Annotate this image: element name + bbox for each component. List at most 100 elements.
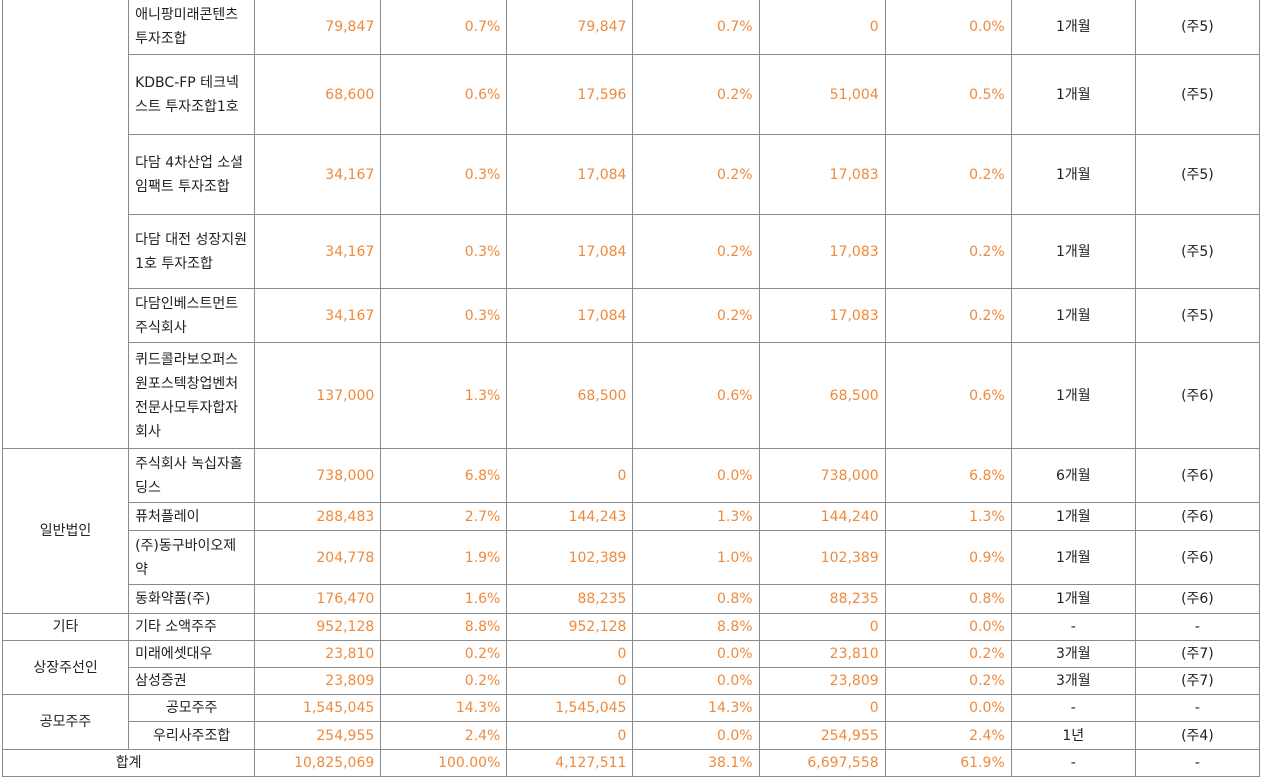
locked-shares: 0 <box>758 694 886 722</box>
total-before-pct: 100.00% <box>380 749 508 777</box>
listed-shares: 952,128 <box>506 613 634 641</box>
total-note: - <box>1134 749 1261 777</box>
listed-shares: 17,084 <box>506 288 634 343</box>
before-shares: 738,000 <box>254 448 382 503</box>
listed-pct: 0.0% <box>632 721 760 750</box>
table-row: 다담 대전 성장지원 1호 투자조합 34,167 0.3% 17,084 0.… <box>3 214 1261 289</box>
before-pct: 2.7% <box>380 502 508 531</box>
lockup-period: 1개월 <box>1010 342 1136 449</box>
before-shares: 952,128 <box>254 613 382 641</box>
locked-pct: 0.2% <box>884 667 1012 695</box>
listed-shares: 79,847 <box>506 0 634 55</box>
note: (주5) <box>1134 214 1261 289</box>
group-cell <box>1 0 130 449</box>
total-listed-pct: 38.1% <box>632 749 760 777</box>
listed-pct: 0.8% <box>632 584 760 614</box>
before-pct: 14.3% <box>380 694 508 722</box>
table-row: KDBC-FP 테크넥스트 투자조합1호 68,600 0.6% 17,596 … <box>3 54 1261 135</box>
before-shares: 137,000 <box>254 342 382 449</box>
listed-pct: 1.3% <box>632 502 760 531</box>
note: (주5) <box>1134 54 1261 135</box>
table-row: 일반법인 주식회사 녹십자홀딩스 738,000 6.8% 0 0.0% 738… <box>1 448 1261 614</box>
table-row: 상장주선인 미래에셋대우 23,810 0.2% 0 0.0% 23,810 0… <box>1 640 1261 695</box>
locked-pct: 0.0% <box>884 0 1012 55</box>
listed-pct: 0.2% <box>632 134 760 215</box>
listed-pct: 0.7% <box>632 0 760 55</box>
locked-shares: 0 <box>758 0 886 55</box>
locked-shares: 68,500 <box>758 342 886 449</box>
locked-shares: 738,000 <box>758 448 886 503</box>
before-pct: 2.4% <box>380 721 508 750</box>
table-row: 다담인베스트먼트 주식회사 34,167 0.3% 17,084 0.2% 17… <box>3 288 1261 343</box>
shareholder-name: 퓨처플레이 <box>128 502 256 531</box>
locked-shares: 23,810 <box>758 640 886 668</box>
lockup-period: 3개월 <box>1010 667 1136 695</box>
listed-shares: 17,596 <box>506 54 634 135</box>
group-label: 기타 <box>1 613 130 641</box>
table-row: 기타 기타 소액주주 952,128 8.8% 952,128 8.8% 0 0… <box>1 613 1261 641</box>
shareholder-name: 애니팡미래콘텐츠투자조합 <box>128 0 256 55</box>
table-row: 퓨처플레이 288,483 2.7% 144,243 1.3% 144,240 … <box>3 502 1261 531</box>
listed-pct: 8.8% <box>632 613 760 641</box>
table-row: 다담 4차산업 소셜임팩트 투자조합 34,167 0.3% 17,084 0.… <box>3 134 1261 215</box>
listed-pct: 0.0% <box>632 448 760 503</box>
locked-pct: 6.8% <box>884 448 1012 503</box>
total-before-shares: 10,825,069 <box>254 749 382 777</box>
shareholder-name: 주식회사 녹십자홀딩스 <box>128 448 256 503</box>
listed-pct: 1.0% <box>632 530 760 585</box>
locked-shares: 88,235 <box>758 584 886 614</box>
shareholder-name: 공모주주 <box>128 694 256 722</box>
locked-pct: 0.5% <box>884 54 1012 135</box>
listed-shares: 102,389 <box>506 530 634 585</box>
before-pct: 1.9% <box>380 530 508 585</box>
lockup-period: 1개월 <box>1010 214 1136 289</box>
table-row: 삼성증권 23,809 0.2% 0 0.0% 23,809 0.2% 3개월 … <box>3 667 1261 695</box>
listed-pct: 0.0% <box>632 667 760 695</box>
total-period: - <box>1010 749 1136 777</box>
before-pct: 6.8% <box>380 448 508 503</box>
locked-pct: 0.0% <box>884 613 1012 641</box>
before-shares: 176,470 <box>254 584 382 614</box>
listed-pct: 14.3% <box>632 694 760 722</box>
locked-pct: 0.2% <box>884 214 1012 289</box>
shareholder-name: 기타 소액주주 <box>128 613 256 641</box>
locked-shares: 0 <box>758 613 886 641</box>
listed-shares: 17,084 <box>506 214 634 289</box>
lockup-period: 1개월 <box>1010 530 1136 585</box>
locked-shares: 51,004 <box>758 54 886 135</box>
note: - <box>1134 694 1261 722</box>
lockup-period: 1개월 <box>1010 54 1136 135</box>
locked-shares: 144,240 <box>758 502 886 531</box>
listed-shares: 68,500 <box>506 342 634 449</box>
before-pct: 0.3% <box>380 288 508 343</box>
listed-pct: 0.2% <box>632 54 760 135</box>
total-listed-shares: 4,127,511 <box>506 749 634 777</box>
locked-shares: 254,955 <box>758 721 886 750</box>
group-label: 상장주선인 <box>1 640 130 695</box>
before-pct: 0.2% <box>380 667 508 695</box>
before-shares: 34,167 <box>254 214 382 289</box>
shareholder-name: 다담인베스트먼트 주식회사 <box>128 288 256 343</box>
shareholder-name: KDBC-FP 테크넥스트 투자조합1호 <box>128 54 256 135</box>
before-shares: 68,600 <box>254 54 382 135</box>
note: - <box>1134 613 1261 641</box>
note: (주6) <box>1134 530 1261 585</box>
listed-pct: 0.0% <box>632 640 760 668</box>
lockup-period: - <box>1010 613 1136 641</box>
before-shares: 204,778 <box>254 530 382 585</box>
table-row: 애니팡미래콘텐츠투자조합 79,847 0.7% 79,847 0.7% 0 0… <box>1 0 1261 449</box>
listed-shares: 144,243 <box>506 502 634 531</box>
locked-pct: 0.2% <box>884 640 1012 668</box>
lockup-period: - <box>1010 694 1136 722</box>
lockup-period: 3개월 <box>1010 640 1136 668</box>
locked-pct: 0.8% <box>884 584 1012 614</box>
locked-pct: 1.3% <box>884 502 1012 531</box>
table-row: 우리사주조합 254,955 2.4% 0 0.0% 254,955 2.4% … <box>3 721 1261 750</box>
table-row: 공모주주 공모주주 1,545,045 14.3% 1,545,045 14.3… <box>1 694 1261 750</box>
table-row: 동화약품(주) 176,470 1.6% 88,235 0.8% 88,235 … <box>3 584 1261 614</box>
before-shares: 23,809 <box>254 667 382 695</box>
note: (주6) <box>1134 448 1261 503</box>
listed-shares: 1,545,045 <box>506 694 634 722</box>
listed-pct: 0.2% <box>632 214 760 289</box>
note: (주5) <box>1134 134 1261 215</box>
